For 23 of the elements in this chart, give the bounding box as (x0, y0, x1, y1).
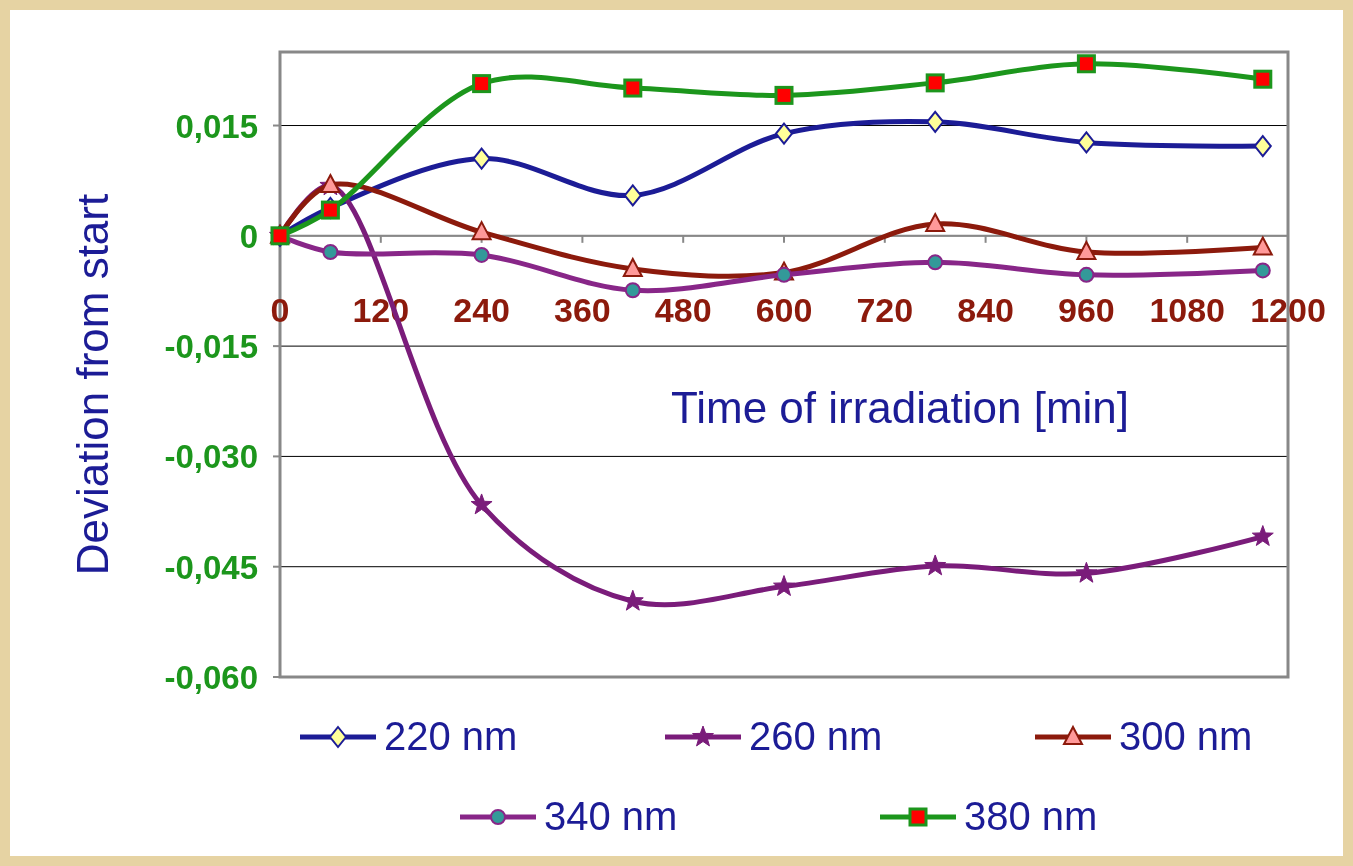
legend-label: 300 nm (1119, 714, 1253, 758)
x-axis-title: Time of irradiation [min] (670, 383, 1130, 432)
y-tick-label: 0,015 (175, 107, 258, 145)
x-tick-label: 1080 (1149, 290, 1226, 329)
y-tick-label: -0,060 (164, 659, 258, 696)
x-tick-label: 960 (1058, 290, 1115, 329)
x-tick-label: 0 (270, 290, 290, 329)
x-tick-label: 360 (554, 290, 611, 329)
y-tick-label: 0 (239, 217, 258, 255)
x-tick-label: 1200 (1250, 290, 1326, 329)
legend-label: 260 nm (749, 714, 883, 758)
x-tick-label: 240 (453, 290, 510, 329)
x-tick-label: 720 (856, 290, 914, 329)
y-tick-label: -0,045 (164, 548, 258, 586)
x-tick-label: 600 (755, 290, 813, 329)
legend-label: 220 nm (384, 714, 518, 758)
x-tick-label: 480 (654, 290, 712, 329)
y-axis-title: Deviation from start (68, 193, 117, 576)
y-tick-label: -0,015 (164, 328, 258, 366)
x-tick-label: 840 (957, 290, 1014, 329)
y-tick-label: -0,030 (164, 438, 258, 476)
legend-label: 380 nm (964, 794, 1098, 838)
legend-label: 340 nm (544, 794, 678, 838)
